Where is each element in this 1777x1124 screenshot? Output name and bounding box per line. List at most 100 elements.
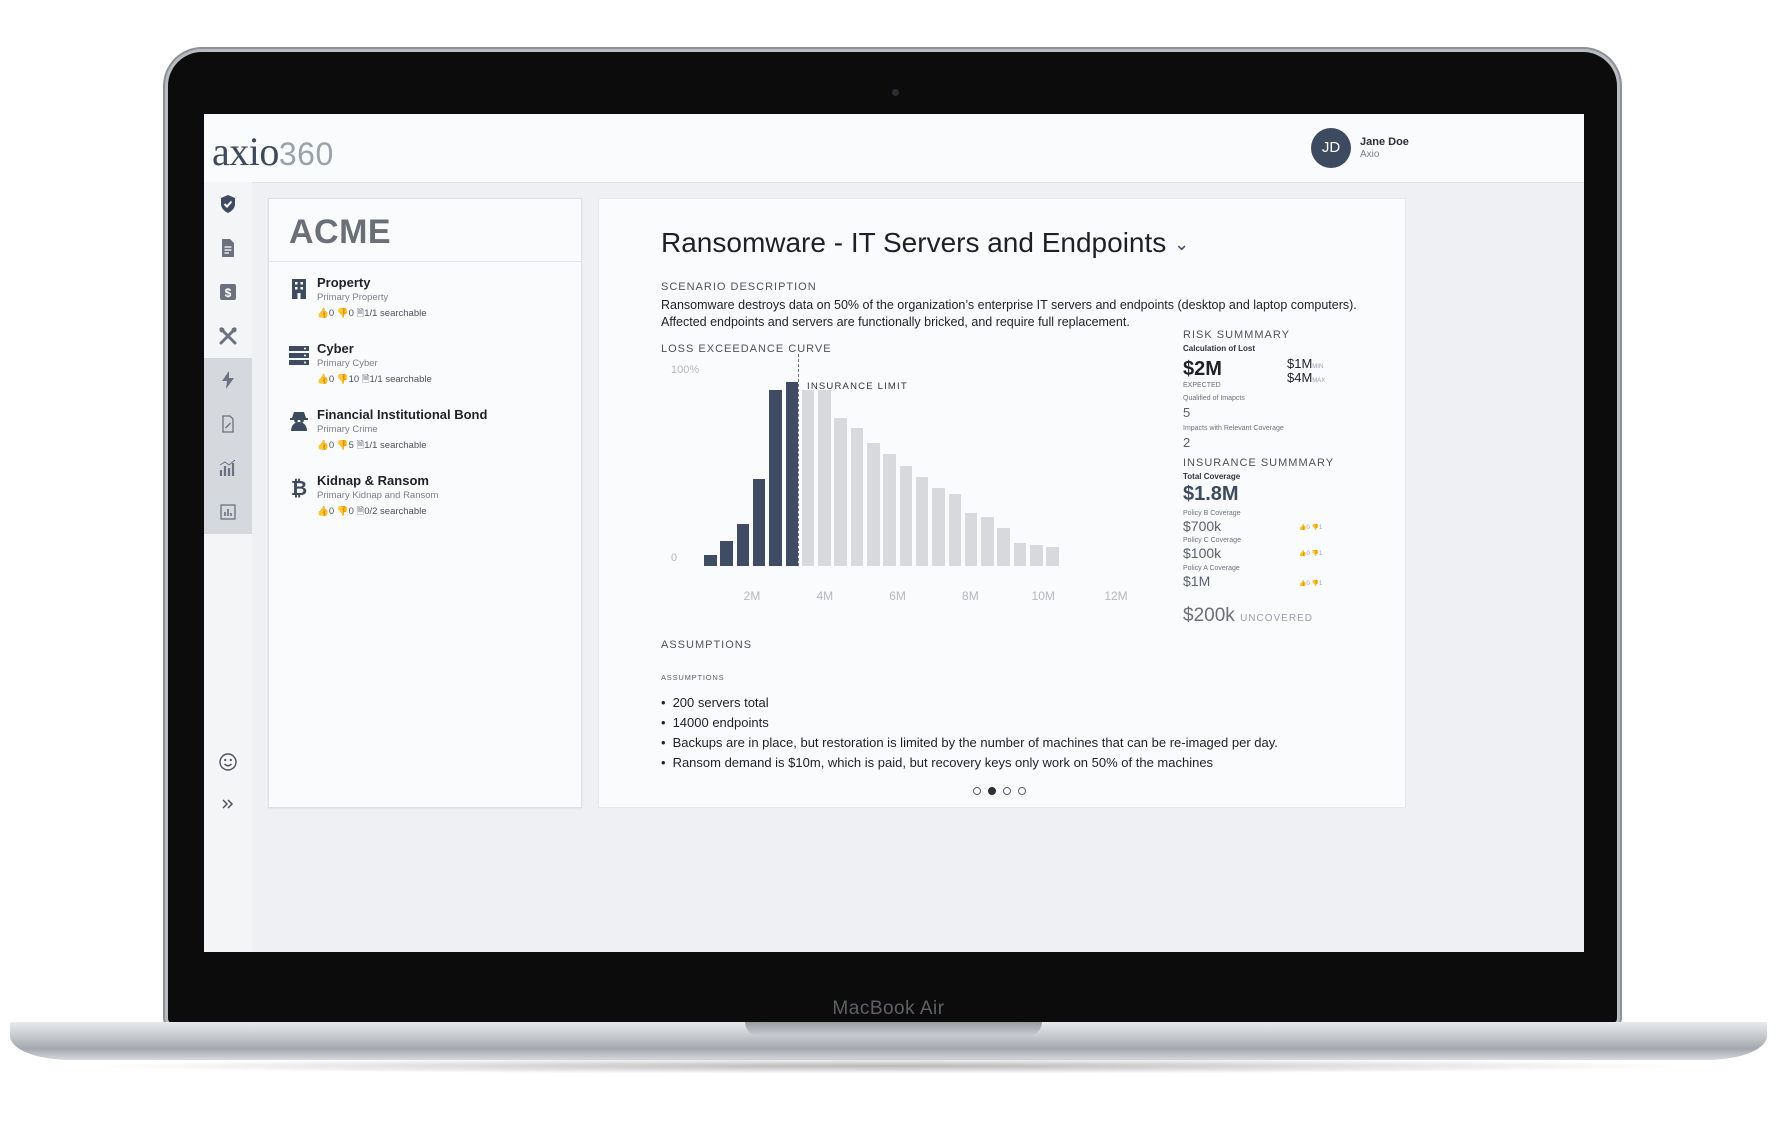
y-label-bottom: 0 [671, 552, 678, 564]
user-name: Jane Doe [1360, 136, 1409, 148]
x-tick-label: 12M [1104, 589, 1128, 603]
app-screen: axio360 JD Jane Doe Axio $ [204, 114, 1584, 952]
lightning-icon[interactable] [204, 358, 252, 402]
x-tick-label: 6M [889, 589, 906, 603]
chart-bar [1030, 544, 1043, 566]
dollar-icon[interactable]: $ [204, 270, 252, 314]
policy-type: Primary Cyber [317, 358, 378, 369]
chart-bar [720, 540, 733, 566]
min-loss: $1MMIN [1287, 356, 1324, 371]
assumptions-sublabel: ASSUMPTIONS [661, 673, 725, 682]
thumbs-icon[interactable]: 👍0 👎1 [1299, 581, 1323, 587]
list-item: 14000 endpoints [661, 713, 1278, 733]
chart-bar [964, 513, 978, 566]
x-tick-label: 4M [816, 589, 834, 603]
insurance-limit-line [798, 354, 799, 566]
uncovered-amount: $200k UNCOVERED [1183, 605, 1313, 626]
carousel-dot[interactable] [1018, 787, 1026, 795]
qualified-count: 5 [1183, 405, 1191, 420]
list-item: 200 servers total [661, 693, 1278, 713]
chart-bar [948, 493, 961, 566]
chevron-down-icon: ⌄ [1174, 234, 1190, 255]
shield-check-icon[interactable] [204, 182, 252, 226]
carousel-pager [973, 787, 1026, 795]
chart-bar [834, 417, 847, 566]
document-icon[interactable] [204, 226, 252, 270]
chart-bar [850, 428, 864, 566]
loss-curve-label: LOSS EXCEEDANCE CURVE [661, 343, 832, 355]
policy-a-label: Policy A Coverage [1183, 565, 1240, 572]
x-tick-label: 2M [743, 589, 761, 603]
total-coverage: $1.8M [1183, 483, 1239, 505]
carousel-dot[interactable] [1003, 787, 1011, 795]
chart-bar [867, 443, 880, 566]
policy-stats: 👍0 👎0 🗎0/2 searchable [317, 506, 427, 517]
chart-bar [1013, 542, 1027, 566]
chart-bar [785, 381, 798, 566]
user-avatar[interactable]: JD [1311, 128, 1351, 168]
x-tick-label: 8M [962, 589, 979, 603]
insurance-limit-label: INSURANCE LIMIT [807, 381, 908, 392]
policy-c-label: Policy C Coverage [1183, 537, 1241, 544]
policy-type: Primary Crime [317, 424, 378, 435]
policy-type: Primary Kidnap and Ransom [317, 490, 439, 501]
loss-exceedance-chart: 100% 0 INSURANCE LIMIT 2M 4M 6M 8M 10M 12M [661, 354, 1181, 644]
scenario-panel: Ransomware - IT Servers and Endpoints ⌄ … [598, 198, 1406, 808]
chart-bar [801, 390, 815, 566]
tools-icon[interactable] [204, 314, 252, 358]
scenario-description-label: SCENARIO DESCRIPTION [661, 281, 817, 293]
spy-icon [290, 412, 308, 431]
carousel-dot[interactable] [973, 787, 981, 795]
thumbs-icon[interactable]: 👍0 👎1 [1299, 525, 1323, 531]
svg-text:$: $ [225, 286, 232, 300]
divider [269, 261, 581, 262]
chart-bar [883, 453, 896, 566]
chart-bar [769, 390, 782, 566]
policy-name: Financial Institutional Bond [317, 407, 488, 422]
laptop-shadow [80, 1058, 1697, 1074]
expected-label: EXPECTED [1183, 382, 1221, 389]
user-org: Axio [1360, 149, 1380, 160]
y-label-top: 100% [671, 364, 700, 376]
relevant-count: 2 [1183, 435, 1191, 450]
analytics-icon[interactable] [204, 490, 252, 534]
chart-bar [752, 479, 766, 566]
chart-bar [981, 517, 994, 566]
list-item: Backups are in place, but restoration is… [661, 733, 1278, 753]
x-tick-label: 10M [1031, 589, 1055, 603]
chart-bar [1046, 546, 1059, 566]
chart-bar [899, 466, 913, 566]
laptop-notch [745, 1022, 1042, 1036]
chart-bar [997, 527, 1010, 566]
app-logo[interactable]: axio360 [212, 129, 334, 174]
scenario-title-dropdown[interactable]: Ransomware - IT Servers and Endpoints ⌄ [661, 227, 1190, 258]
list-item: Ransom demand is $10m, which is paid, bu… [661, 753, 1278, 773]
insurance-summary-label: INSURANCE SUMMMARY [1183, 457, 1335, 469]
calc-label: Calculation of Lost [1183, 344, 1255, 353]
policy-b-label: Policy B Coverage [1183, 510, 1241, 517]
policy-a-value: $1M [1183, 573, 1211, 589]
report-icon[interactable] [204, 402, 252, 446]
smiley-icon[interactable] [204, 740, 252, 784]
svg-text:₿: ₿ [291, 476, 307, 499]
risk-summary-label: RISK SUMMMARY [1183, 329, 1290, 341]
policy-name: Cyber [317, 341, 354, 356]
bar-chart-icon[interactable] [204, 446, 252, 490]
policy-b-value: $700k [1183, 518, 1222, 534]
qualified-label: Qualified of Imapcts [1183, 395, 1245, 402]
policy-stats: 👍0 👎5 🗎1/1 searchable [317, 440, 427, 451]
expected-loss: $2M [1183, 358, 1222, 380]
chart-bar [818, 390, 831, 566]
chart-bar [704, 555, 717, 566]
expand-icon[interactable] [204, 782, 252, 826]
policy-name: Kidnap & Ransom [317, 473, 429, 488]
carousel-dot[interactable] [988, 787, 996, 795]
thumbs-icon[interactable]: 👍0 👎1 [1299, 551, 1323, 557]
webcam [892, 89, 899, 96]
assumptions-label: ASSUMPTIONS [661, 639, 753, 651]
bitcoin-icon: ₿ [291, 476, 307, 499]
scenario-description: Ransomware destroys data on 50% of the o… [661, 298, 1357, 329]
relevant-label: Impacts with Relevant Coverage [1183, 425, 1284, 432]
policies-panel: ACME Property Primary Property 👍0 👎0 🗎1/… [268, 198, 582, 808]
chart-bar [736, 523, 750, 566]
